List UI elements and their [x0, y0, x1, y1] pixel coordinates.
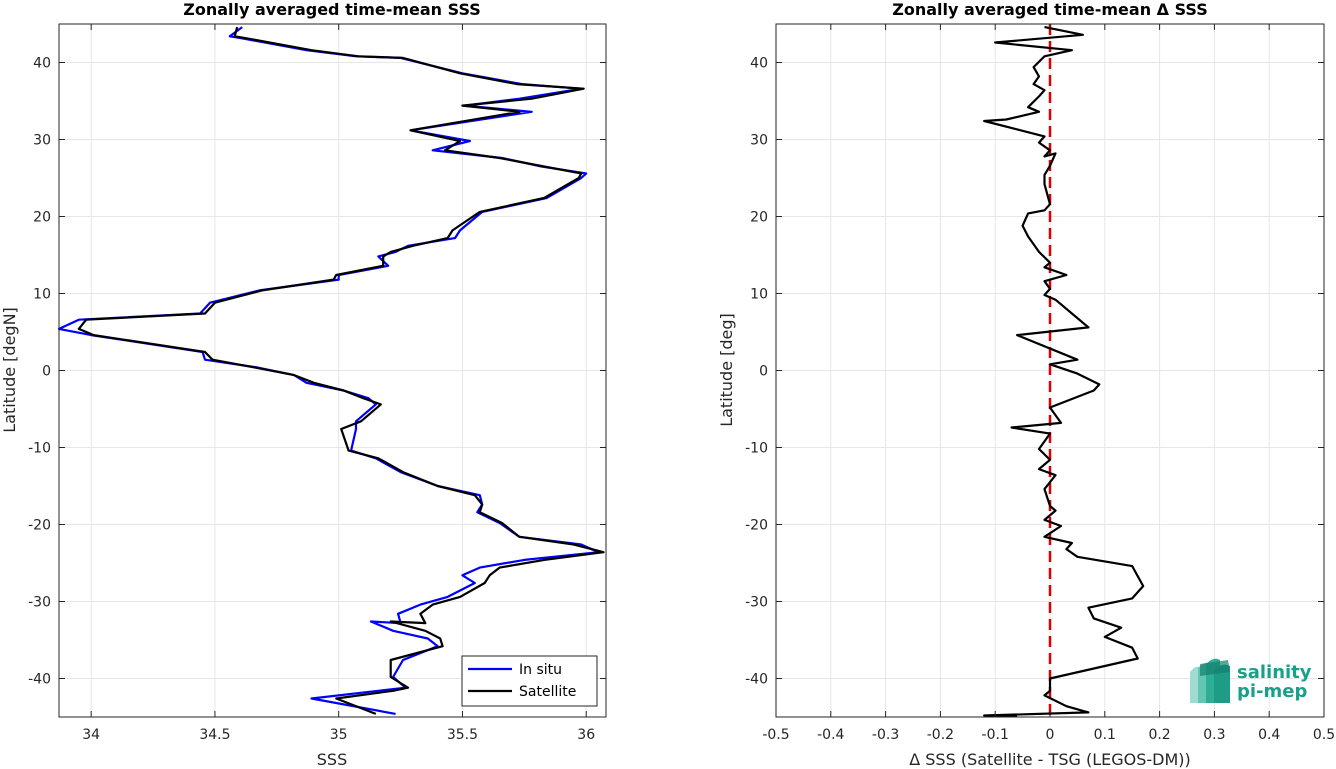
legend-label-insitu: In situ: [519, 662, 562, 678]
left-x-tick-label: 35.5: [447, 727, 478, 743]
right-x-tick-label: 0.2: [1148, 727, 1170, 743]
left-x-tick-label: 36: [577, 727, 595, 743]
right-y-tick-label: 20: [750, 210, 768, 226]
right-y-tick-label: 10: [750, 287, 768, 303]
left-tick-marks: [59, 24, 606, 717]
salinity-pi-mep-logo: salinity pi-mep: [1190, 658, 1312, 703]
delta-sss-series-line: [983, 26, 1145, 717]
left-y-tick-label: 20: [33, 210, 51, 226]
left-y-tick-label: 40: [33, 56, 51, 72]
left-x-axis-label: SSS: [317, 750, 347, 769]
right-x-tick-label: 0.3: [1203, 727, 1225, 743]
left-x-tick-label: 34.5: [199, 727, 230, 743]
right-x-tick-label: 0.1: [1094, 727, 1116, 743]
left-series-lines: [57, 26, 605, 715]
right-x-tick-label: -0.5: [762, 727, 789, 743]
left-y-tick-label: -20: [28, 518, 51, 534]
left-grid: [59, 24, 606, 717]
right-y-tick-label: -20: [745, 518, 768, 534]
left-x-tick-label: 34: [82, 727, 100, 743]
logo-wave-icon: [1190, 658, 1230, 703]
right-x-tick-labels: -0.5 -0.4 -0.3 -0.2 -0.1 0 0.1 0.2 0.3 0.4 0.5: [762, 727, 1335, 743]
left-y-tick-label: 0: [42, 364, 51, 380]
right-y-tick-label: -40: [745, 672, 768, 688]
logo-text-line1: salinity: [1237, 662, 1312, 683]
right-x-tick-label: -0.2: [927, 727, 954, 743]
right-y-tick-label: 30: [750, 133, 768, 149]
legend-label-satellite: Satellite: [519, 684, 576, 700]
right-x-tick-label: -0.1: [982, 727, 1009, 743]
legend-box: [461, 655, 598, 707]
right-x-axis-label: Δ SSS (Satellite - TSG (LEGOS-DM)): [909, 750, 1191, 769]
right-chart-title: Zonally averaged time-mean Δ SSS: [892, 0, 1208, 19]
right-tick-marks: [775, 24, 1325, 717]
right-x-tick-label: 0.5: [1313, 727, 1335, 743]
right-x-tick-label: 0.4: [1258, 727, 1280, 743]
satellite-series-line: [77, 26, 605, 715]
left-y-tick-label: -30: [28, 595, 51, 611]
left-x-tick-labels: 34 34.5 35 35.5 36: [82, 727, 595, 743]
left-y-axis-label: Latitude [degN]: [0, 307, 19, 433]
right-y-tick-label: -10: [745, 441, 768, 457]
left-chart-title: Zonally averaged time-mean SSS: [183, 0, 481, 19]
left-y-tick-label: -10: [28, 441, 51, 457]
right-x-tick-label: -0.3: [872, 727, 899, 743]
left-y-tick-label: 30: [33, 133, 51, 149]
legend: In situ Satellite: [461, 655, 598, 707]
right-y-tick-label: -30: [745, 595, 768, 611]
delta-sss-chart: Zonally averaged time-mean Δ SSS -0.5 -0.…: [717, 0, 1335, 769]
right-y-tick-label: 40: [750, 56, 768, 72]
sss-profile-chart: Zonally averaged time-mean SSS 34 34.5 35 3…: [0, 0, 607, 769]
left-y-tick-label: 10: [33, 287, 51, 303]
logo-text-line2: pi-mep: [1237, 681, 1307, 702]
right-x-tick-label: 0: [1046, 727, 1055, 743]
right-y-tick-label: 0: [759, 364, 768, 380]
left-x-tick-label: 35: [330, 727, 348, 743]
right-x-tick-label: -0.4: [817, 727, 844, 743]
left-y-tick-label: -40: [28, 672, 51, 688]
left-y-tick-labels: -40 -30 -20 -10 0 10 20 30 40: [28, 56, 51, 688]
right-y-tick-labels: -40 -30 -20 -10 0 10 20 30 40: [745, 56, 768, 688]
right-y-axis-label: Latitude [deg]: [717, 313, 736, 427]
